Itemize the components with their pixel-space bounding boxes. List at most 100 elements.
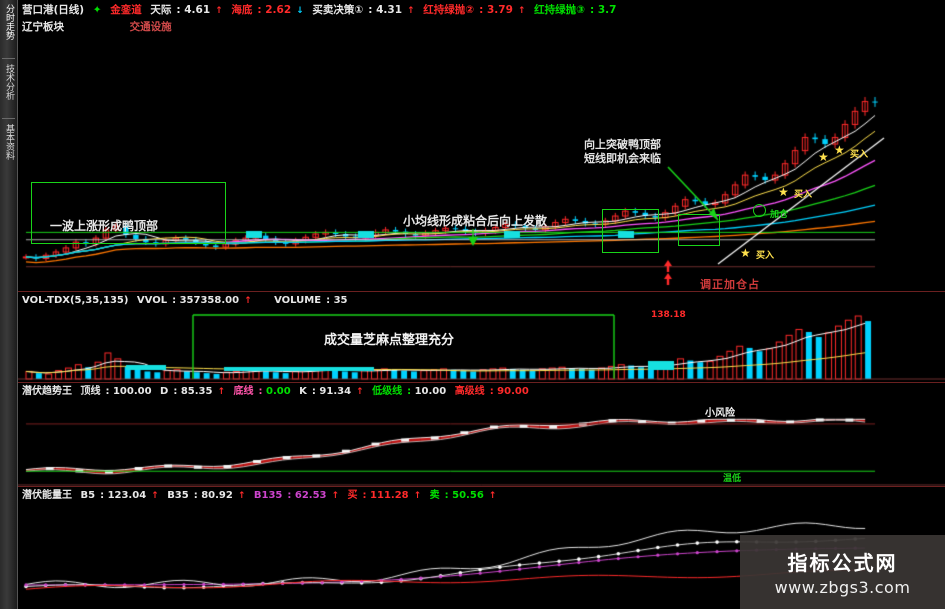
star-icon: ★ [834, 143, 845, 157]
field-label-haidi: 海底 [231, 4, 253, 16]
field-value-b35: 80.92 [201, 490, 233, 501]
field-value-volume: 35 [333, 295, 348, 306]
field-label-vvol: VVOL [136, 295, 168, 306]
volume-chart-canvas[interactable] [18, 293, 945, 383]
indicator-name[interactable]: 金銮道 [110, 4, 142, 16]
field-label-tianji: 天际 [150, 4, 172, 16]
field-value-sell: 50.56 [452, 490, 484, 501]
arrow-up-icon: ↑ [407, 6, 415, 16]
sector-tag[interactable]: 交通设施 [129, 21, 172, 33]
arrow-up-icon: ↑ [331, 491, 340, 501]
field-value-k: 91.34 [319, 386, 352, 397]
header-sector-row: 辽宁板块 交通设施 [22, 19, 177, 34]
arrow-up-icon: ↑ [244, 296, 252, 306]
buy-signal-label: 买入 [794, 190, 813, 200]
annotation-small-risk: 小风险 [705, 408, 735, 419]
arrow-up-icon: ↑ [151, 491, 159, 501]
field-value-b5: 123.04 [107, 490, 147, 501]
sidebar-item-fundamental[interactable]: 基本资料 [4, 124, 14, 160]
header-bar: 营口港(日线) ✦ 金銮道 天际: 4.61 ↑ 海底: 2.62 ↓ 买卖决策①:… [18, 0, 945, 34]
site-watermark: 指标公式网 www.zbgs3.com [740, 535, 945, 609]
sidebar-item-intraday[interactable]: 分时走势 [4, 4, 14, 40]
panel-divider [18, 486, 945, 487]
watermark-url: www.zbgs3.com [774, 578, 911, 597]
annotation-box-converge [602, 209, 659, 253]
field-label-k: K [299, 386, 307, 397]
field-label-buy: 买 [347, 490, 358, 501]
field-label-decision: 买卖决策① [312, 4, 364, 16]
arrow-up-icon: ↑ [356, 387, 364, 397]
field-label-lowline: 低级线 [372, 386, 403, 397]
energy-king-panel-header: 潜伏能量王 B5: 123.04 ↑ B35: 80.92 ↑ B135: 62.5… [22, 490, 497, 501]
sidebar-item-technical[interactable]: 技术分析 [4, 64, 14, 100]
arrow-down-icon: ↓ [296, 6, 304, 16]
field-value-buy: 111.28 [370, 490, 409, 501]
sidebar-divider [2, 58, 15, 59]
field-label-d: D [160, 386, 169, 397]
sector-name[interactable]: 辽宁板块 [22, 21, 64, 33]
field-label-b35: B35 [167, 490, 189, 501]
panel-divider [18, 291, 945, 292]
field-label-topline: 顶线 [80, 386, 101, 397]
field-value-hold3: 3.7 [597, 4, 617, 16]
field-label-sell: 卖 [429, 490, 440, 501]
field-value-decision: 4.31 [376, 4, 403, 16]
price-panel[interactable]: 一波上涨形成鸭顶部 小均线形成粘合后向上发散 向上突破鸭顶部 短线即机会来临 ★… [18, 34, 945, 292]
field-label-volume: VOLUME [274, 295, 322, 306]
field-value-bottomline: 0.00 [266, 386, 291, 397]
field-value-topline: 100.00 [112, 386, 152, 397]
header-quote-row: 营口港(日线) ✦ 金銮道 天际: 4.61 ↑ 海底: 2.62 ↓ 买卖决策①:… [22, 4, 617, 16]
trend-king-title[interactable]: 潜伏趋势王 [22, 386, 72, 397]
field-value-b135: 62.53 [294, 490, 327, 501]
arrow-up-icon: ↑ [215, 6, 223, 16]
arrow-up-icon: ↑ [517, 6, 526, 16]
annotation-breakout-line1: 向上突破鸭顶部 [584, 138, 661, 151]
annotation-breakout-line2: 短线即机会来临 [584, 152, 661, 165]
trend-king-panel[interactable]: 潜伏趋势王 顶线: 100.00 D: 85.35 ↑ 底线: 0.00 K: 9… [18, 384, 945, 487]
field-label-b135: B135 [253, 490, 283, 501]
annotation-duck-top-text: 一波上涨形成鸭顶部 [50, 219, 159, 233]
field-value-vvol: 357358.00 [179, 295, 240, 306]
annotation-volume-text: 成交量芝麻点整理充分 [324, 333, 455, 348]
field-label-hold2: 红持绿抛② [423, 4, 475, 16]
trend-king-chart-canvas[interactable] [18, 384, 945, 487]
stock-name[interactable]: 营口港(日线) [22, 4, 85, 16]
arrow-up-icon: ↑ [488, 491, 497, 501]
arrow-up-icon: ↑ [237, 491, 246, 501]
field-label-highline: 高级线 [454, 386, 485, 397]
buy-signal-label: 买入 [756, 251, 775, 261]
buy-signal-label: 买入 [850, 150, 869, 160]
watermark-title: 指标公式网 [787, 551, 898, 575]
arrow-up-icon: ↑ [413, 491, 422, 501]
star-icon: ★ [818, 150, 829, 164]
field-label-bottomline: 底线 [233, 386, 254, 397]
annotation-box-duck-top [31, 182, 226, 244]
annotation-adjust-add-text: 调正加仓占 [700, 278, 760, 291]
energy-king-title[interactable]: 潜伏能量王 [22, 490, 72, 501]
add-position-label: 加仓 [770, 210, 789, 220]
volume-panel-header: VOL-TDX(5,35,135) VVOL: 357358.00 ↑ VOLUM… [22, 295, 348, 306]
annotation-box-breakout [678, 214, 720, 246]
field-label-b5: B5 [80, 490, 96, 501]
volume-value-tag: 138.18 [651, 310, 686, 320]
trend-king-panel-header: 潜伏趋势王 顶线: 100.00 D: 85.35 ↑ 底线: 0.00 K: 9… [22, 386, 529, 397]
field-value-tianji: 4.61 [184, 4, 211, 16]
left-sidebar[interactable]: 分时走势 技术分析 基本资料 [0, 0, 18, 609]
volume-indicator-title[interactable]: VOL-TDX(5,35,135) [22, 295, 129, 306]
field-value-haidi: 2.62 [265, 4, 292, 16]
annotation-low-temp: 温低 [723, 474, 742, 484]
star-icon: ✦ [92, 4, 102, 16]
field-value-highline: 90.00 [497, 386, 529, 397]
star-icon: ★ [740, 246, 751, 260]
field-value-lowline: 10.00 [414, 386, 447, 397]
panel-divider [18, 382, 945, 383]
price-chart-canvas[interactable] [18, 34, 945, 292]
field-label-hold3: 红持绿抛③ [534, 4, 585, 16]
annotation-ma-converge-text: 小均线形成粘合后向上发散 [403, 214, 548, 228]
star-icon: ★ [778, 185, 789, 199]
arrow-up-icon: ↑ [217, 387, 226, 397]
sidebar-divider [2, 118, 15, 119]
volume-panel[interactable]: VOL-TDX(5,35,135) VVOL: 357358.00 ↑ VOLUM… [18, 293, 945, 383]
field-value-hold2: 3.79 [486, 4, 513, 16]
